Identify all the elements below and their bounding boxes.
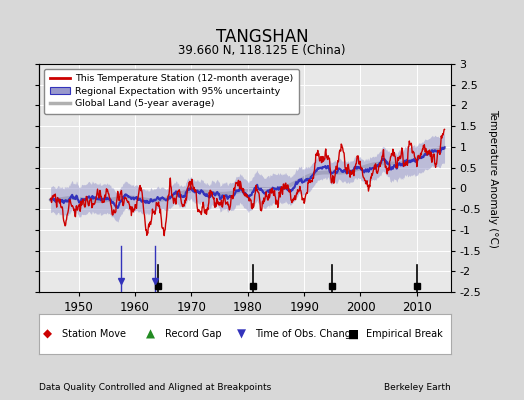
- Text: TANGSHAN: TANGSHAN: [216, 28, 308, 46]
- Y-axis label: Temperature Anomaly (°C): Temperature Anomaly (°C): [488, 108, 498, 248]
- Legend: This Temperature Station (12-month average), Regional Expectation with 95% uncer: This Temperature Station (12-month avera…: [44, 69, 299, 114]
- Text: ▼: ▼: [237, 328, 246, 340]
- Text: 39.660 N, 118.125 E (China): 39.660 N, 118.125 E (China): [178, 44, 346, 57]
- Text: ▲: ▲: [146, 328, 155, 340]
- Text: Station Move: Station Move: [62, 329, 126, 339]
- Text: Empirical Break: Empirical Break: [366, 329, 443, 339]
- Text: Berkeley Earth: Berkeley Earth: [384, 383, 451, 392]
- Text: Time of Obs. Change: Time of Obs. Change: [255, 329, 357, 339]
- Text: ■: ■: [348, 328, 359, 340]
- Text: ◆: ◆: [43, 328, 52, 340]
- Text: Record Gap: Record Gap: [165, 329, 221, 339]
- Text: Data Quality Controlled and Aligned at Breakpoints: Data Quality Controlled and Aligned at B…: [39, 383, 271, 392]
